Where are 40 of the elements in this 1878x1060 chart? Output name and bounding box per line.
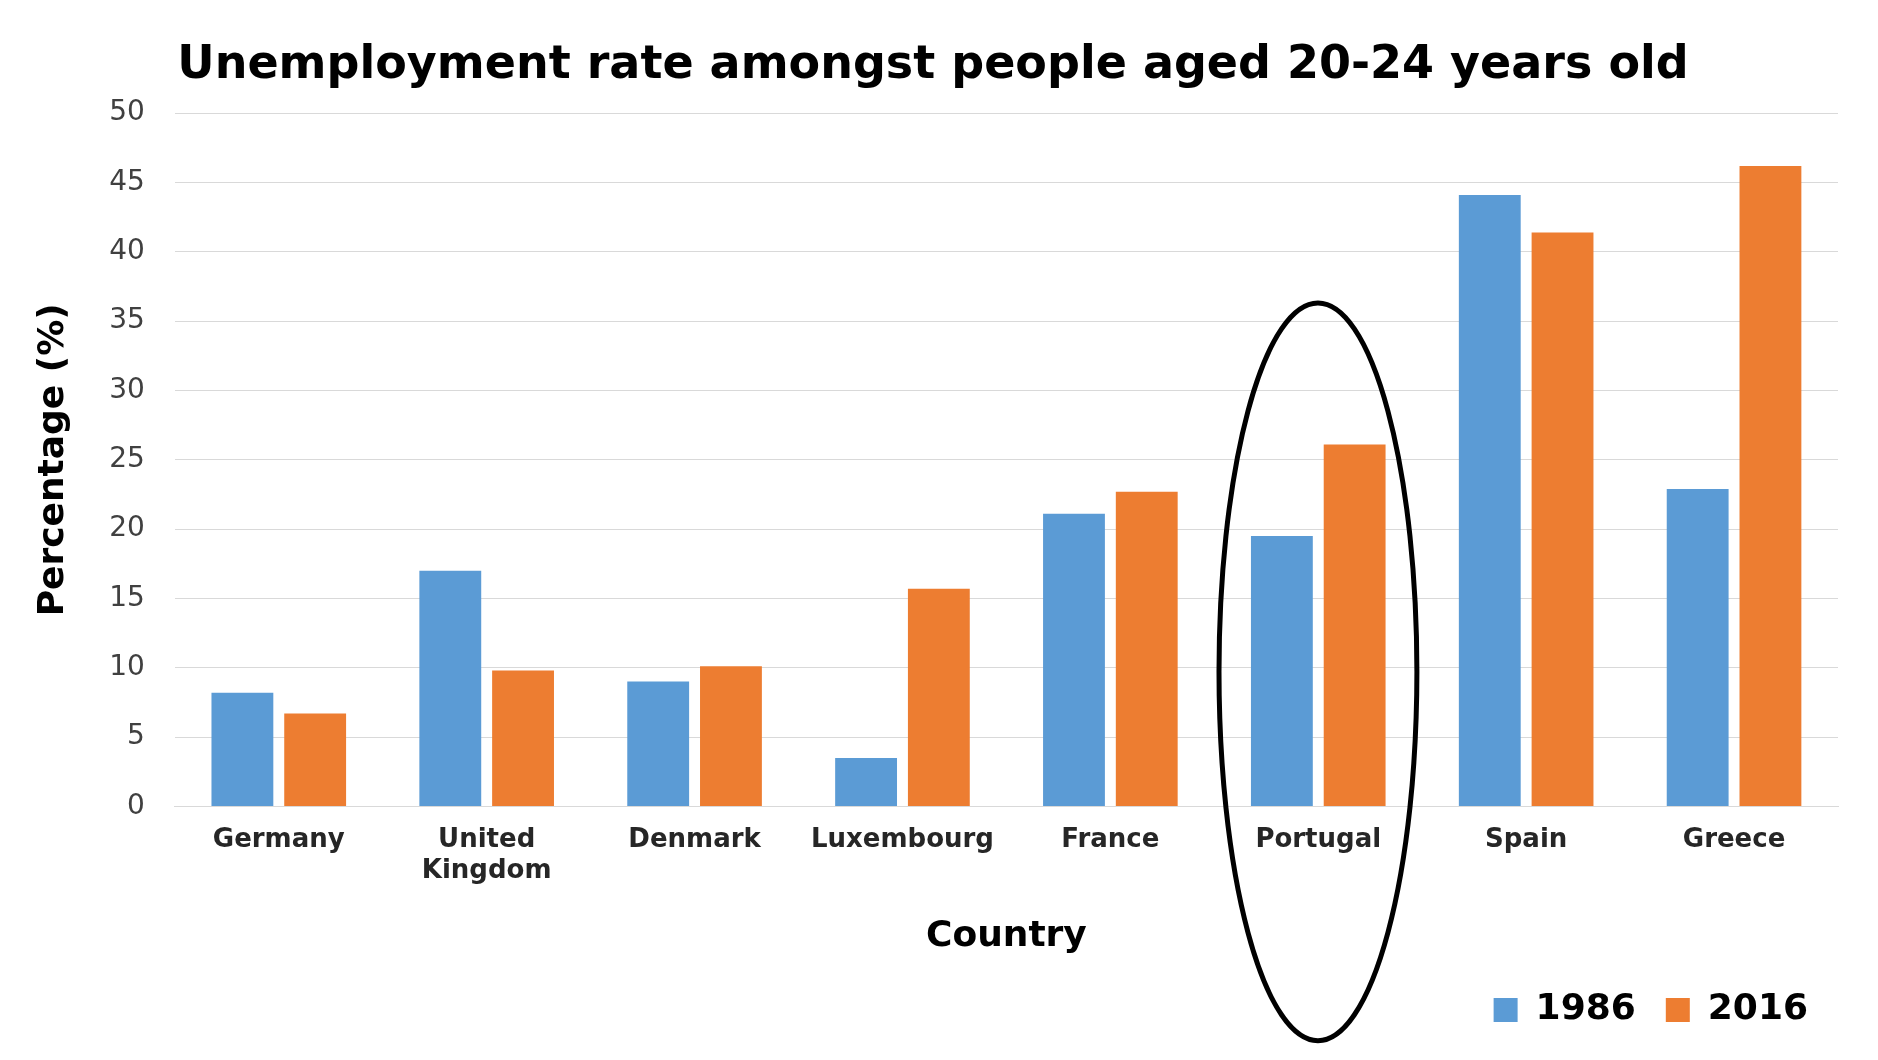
x-tick-label: Portugal bbox=[1255, 822, 1382, 853]
x-tick-label: Greece bbox=[1682, 822, 1786, 853]
bar bbox=[835, 757, 898, 806]
legend-label: 1986 bbox=[1535, 986, 1636, 1028]
bar bbox=[1666, 488, 1729, 806]
bar bbox=[1043, 513, 1105, 806]
bar bbox=[419, 570, 482, 806]
x-tick-label: Germany bbox=[212, 822, 345, 853]
bar bbox=[492, 670, 554, 806]
y-tick-label: 20 bbox=[109, 510, 145, 544]
bar bbox=[1531, 232, 1594, 806]
y-tick-label: 5 bbox=[127, 718, 145, 752]
y-tick-label: 15 bbox=[109, 579, 145, 613]
x-tick-label: France bbox=[1061, 822, 1160, 853]
x-tick-label: United Kingdom bbox=[421, 822, 552, 884]
x-axis-title: Country bbox=[925, 912, 1087, 954]
bar bbox=[1739, 165, 1802, 806]
bar bbox=[907, 588, 970, 806]
y-tick-label: 25 bbox=[109, 441, 145, 475]
bar bbox=[1458, 195, 1521, 806]
chart-title: Unemployment rate amongst people aged 20-24 years old bbox=[177, 34, 1689, 89]
y-tick-label: 50 bbox=[109, 94, 145, 128]
y-axis-title: Percentage (%) bbox=[29, 303, 71, 617]
y-tick-label: 45 bbox=[109, 163, 145, 197]
y-tick-label: 30 bbox=[109, 371, 145, 405]
y-tick-label: 0 bbox=[127, 787, 145, 821]
bar bbox=[1323, 444, 1386, 806]
x-tick-label: Denmark bbox=[628, 822, 762, 853]
y-tick-label: 35 bbox=[109, 302, 145, 336]
x-tick-label: Luxembourg bbox=[810, 822, 994, 853]
legend-label: 2016 bbox=[1707, 986, 1809, 1028]
bar bbox=[211, 692, 274, 806]
bar bbox=[284, 713, 347, 806]
bar bbox=[627, 681, 690, 806]
bar bbox=[1250, 536, 1313, 806]
y-tick-label: 40 bbox=[109, 233, 145, 267]
bar bbox=[700, 666, 762, 806]
y-tick-label: 10 bbox=[109, 649, 145, 683]
x-tick-label: Spain bbox=[1485, 822, 1568, 853]
bar bbox=[1115, 491, 1178, 806]
